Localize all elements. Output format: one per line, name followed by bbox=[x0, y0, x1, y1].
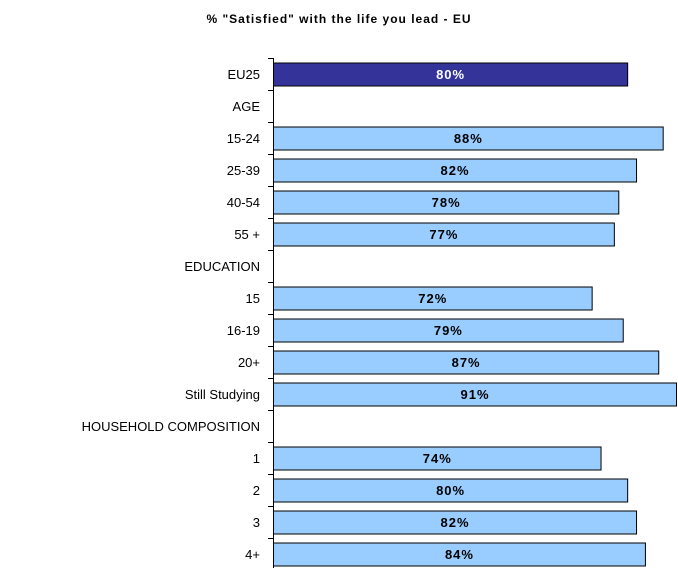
category-label: 40-54 bbox=[227, 195, 260, 210]
category-label: 16-19 bbox=[227, 323, 260, 338]
bar bbox=[273, 158, 638, 183]
bar-value-label: 82% bbox=[441, 515, 470, 530]
category-label: EDUCATION bbox=[184, 259, 260, 274]
chart-title: % "Satisfied" with the life you lead - E… bbox=[206, 12, 472, 26]
category-label: 15-24 bbox=[227, 131, 260, 146]
category-label: 20+ bbox=[238, 355, 260, 370]
bar bbox=[273, 478, 629, 503]
bars bbox=[273, 62, 677, 567]
bar-value-label: 84% bbox=[445, 547, 474, 562]
bar bbox=[273, 286, 593, 311]
bar-value-label: 87% bbox=[452, 355, 481, 370]
bar-value-label: 77% bbox=[429, 227, 458, 242]
axis-ticks bbox=[268, 58, 273, 539]
bar bbox=[273, 318, 624, 343]
category-label: Still Studying bbox=[185, 387, 260, 402]
bar bbox=[273, 190, 620, 215]
category-label: 15 bbox=[246, 291, 260, 306]
category-label: 25-39 bbox=[227, 163, 260, 178]
bar-value-label: 79% bbox=[434, 323, 463, 338]
bar-value-label: 72% bbox=[418, 291, 447, 306]
bar-value-label: 78% bbox=[432, 195, 461, 210]
category-label: 2 bbox=[253, 483, 260, 498]
bar bbox=[273, 510, 638, 535]
bar-value-label: 74% bbox=[423, 451, 452, 466]
category-labels: EU25 AGE 15-24 25-39 40-54 55 + EDUCATION 15 16-… bbox=[82, 67, 261, 562]
category-label: 4+ bbox=[245, 547, 260, 562]
bar bbox=[273, 350, 660, 375]
bar bbox=[273, 542, 646, 567]
category-label: 3 bbox=[253, 515, 260, 530]
bar bbox=[273, 126, 664, 151]
category-label: HOUSEHOLD COMPOSITION bbox=[82, 419, 260, 434]
bar-value-label: 91% bbox=[460, 387, 489, 402]
bar bbox=[273, 222, 615, 247]
bar-value-label: 88% bbox=[454, 131, 483, 146]
bar bbox=[273, 382, 677, 407]
category-label: 1 bbox=[253, 451, 260, 466]
bar-value-label: 80% bbox=[436, 483, 465, 498]
bar-value-label: 80% bbox=[436, 67, 465, 82]
bar-value-label: 82% bbox=[441, 163, 470, 178]
bar bbox=[273, 446, 602, 471]
category-label: 55 + bbox=[234, 227, 260, 242]
category-label: AGE bbox=[233, 99, 261, 114]
data-labels: 80% 88% 82% 78% 77% 72% 79% 87% 91% 74% 80% 82% 84% bbox=[418, 67, 489, 562]
bar bbox=[273, 62, 629, 87]
category-label: EU25 bbox=[227, 67, 260, 82]
